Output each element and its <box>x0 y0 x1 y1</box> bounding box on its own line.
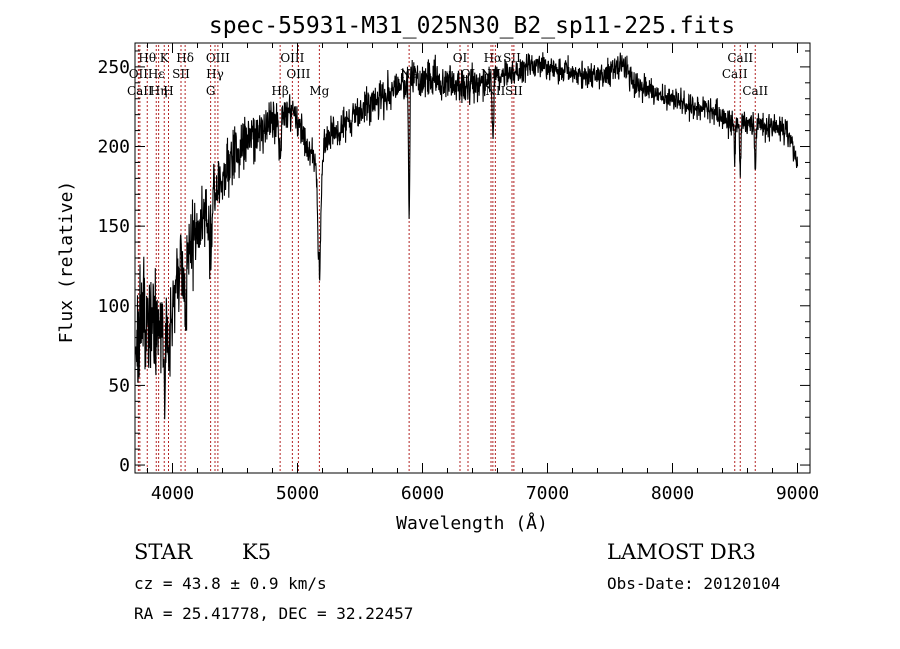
x-tick-label: 6000 <box>401 483 444 504</box>
line-marker-label: SII <box>505 84 523 98</box>
redshift-text: cz = 43.8 ± 0.9 km/s <box>134 574 327 593</box>
line-marker-label: CaII <box>727 51 753 65</box>
coordinates-text: RA = 25.41778, DEC = 32.22457 <box>134 604 414 623</box>
line-marker-label: Hη <box>150 84 168 98</box>
line-marker-label: Hθ <box>138 51 156 65</box>
spectral-subclass: K5 <box>242 540 272 564</box>
line-marker-label: OII <box>129 67 149 81</box>
chart-title: spec-55931-M31_025N30_B2_sp11-225.fits <box>209 13 735 39</box>
line-marker-label: CaII <box>127 84 153 98</box>
spectrum-chart: spec-55931-M31_025N30_B2_sp11-225.fits F… <box>56 13 819 534</box>
x-tick-label: 8000 <box>651 483 694 504</box>
line-marker-label: OIII <box>206 51 230 65</box>
line-marker-label: OI <box>453 51 468 65</box>
line-marker-label: Hβ <box>271 84 288 98</box>
y-tick-label: 200 <box>97 137 130 158</box>
line-marker-label: NII <box>485 84 505 98</box>
object-class: STAR <box>134 540 193 564</box>
plot-frame <box>134 42 811 474</box>
spectrum-series <box>134 52 799 420</box>
x-tick-label: 7000 <box>526 483 569 504</box>
line-marker-label: SII <box>172 67 190 81</box>
y-tick-label: 150 <box>97 216 130 237</box>
line-marker-label: CaII <box>722 67 748 81</box>
spectrum-line <box>134 52 799 420</box>
line-marker-label: Hδ <box>176 51 194 65</box>
y-tick-label: 250 <box>97 57 130 78</box>
line-marker-label: CaII <box>742 84 768 98</box>
x-tick-label: 4000 <box>151 483 194 504</box>
line-marker-label: K <box>160 51 170 65</box>
line-marker-label: Mg <box>309 84 329 98</box>
survey-name: LAMOST DR3 <box>607 540 756 564</box>
line-markers: Hθ OII CaII K Hε Hη Hδ SII H OIII Hγ G OIII OIII Hβ Mg N… <box>127 45 768 473</box>
x-tick-label: 5000 <box>276 483 319 504</box>
axis-ticks: 4000 5000 6000 7000 8000 9000 0 50 100 150 200 250 <box>97 43 819 504</box>
line-marker-label: H <box>163 84 173 98</box>
y-axis-label: Flux (relative) <box>56 181 77 344</box>
y-tick-label: 0 <box>119 455 130 476</box>
y-tick-label: 100 <box>97 296 130 317</box>
observation-date: Obs-Date: 20120104 <box>607 574 781 593</box>
line-marker-label: Hγ <box>206 67 224 81</box>
line-marker-label: OIII <box>286 67 310 81</box>
line-marker-label: Hα <box>484 51 503 65</box>
line-marker-label: G <box>206 84 216 98</box>
x-axis-label: Wavelength (Å) <box>396 512 548 534</box>
x-tick-label: 9000 <box>776 483 819 504</box>
line-marker-label: OIII <box>280 51 304 65</box>
line-marker-label: Hε <box>148 67 165 81</box>
y-tick-label: 50 <box>108 375 130 396</box>
